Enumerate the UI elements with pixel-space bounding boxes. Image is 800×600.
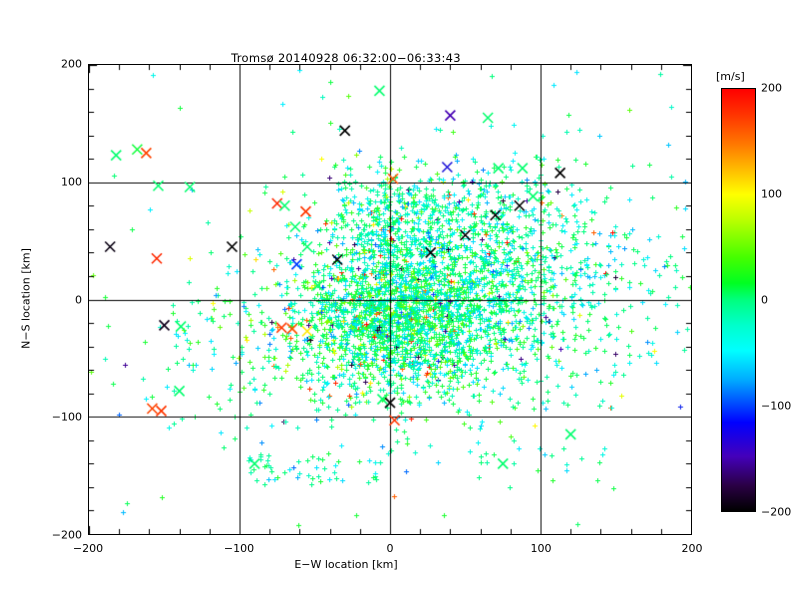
scatter-canvas [89, 65, 691, 534]
x-tick-label: 100 [530, 542, 552, 555]
y-tick-label: −200 [51, 528, 82, 542]
colorbar-tick-label: −200 [761, 505, 792, 519]
y-tick-label: 0 [75, 293, 82, 306]
colorbar-gradient [721, 88, 756, 512]
x-tick-label: −200 [72, 542, 104, 555]
x-tick-label: 200 [681, 542, 703, 555]
colorbar-tick-label: 0 [761, 293, 768, 307]
plot-area [88, 64, 692, 535]
title-line-1: Tromsø 20140928 06:32:00−06:33:43 [231, 51, 461, 65]
y-tick-label: 100 [61, 175, 82, 189]
colorbar: 200 100 0 −100 −200 [721, 82, 791, 519]
colorbar-unit-label: [m/s] [716, 70, 745, 83]
colorbar-tick-label: 100 [761, 187, 782, 201]
colorbar-tick-label: 200 [761, 81, 782, 95]
x-tick-label: −100 [223, 542, 255, 555]
y-tick-label: 200 [61, 57, 82, 71]
y-axis-label: N−S location [km] [19, 248, 33, 349]
x-axis-label: E−W location [km] [294, 558, 398, 571]
x-tick-label: 0 [386, 542, 394, 555]
y-tick-label: −100 [51, 410, 82, 424]
colorbar-tick-label: −100 [761, 399, 792, 413]
